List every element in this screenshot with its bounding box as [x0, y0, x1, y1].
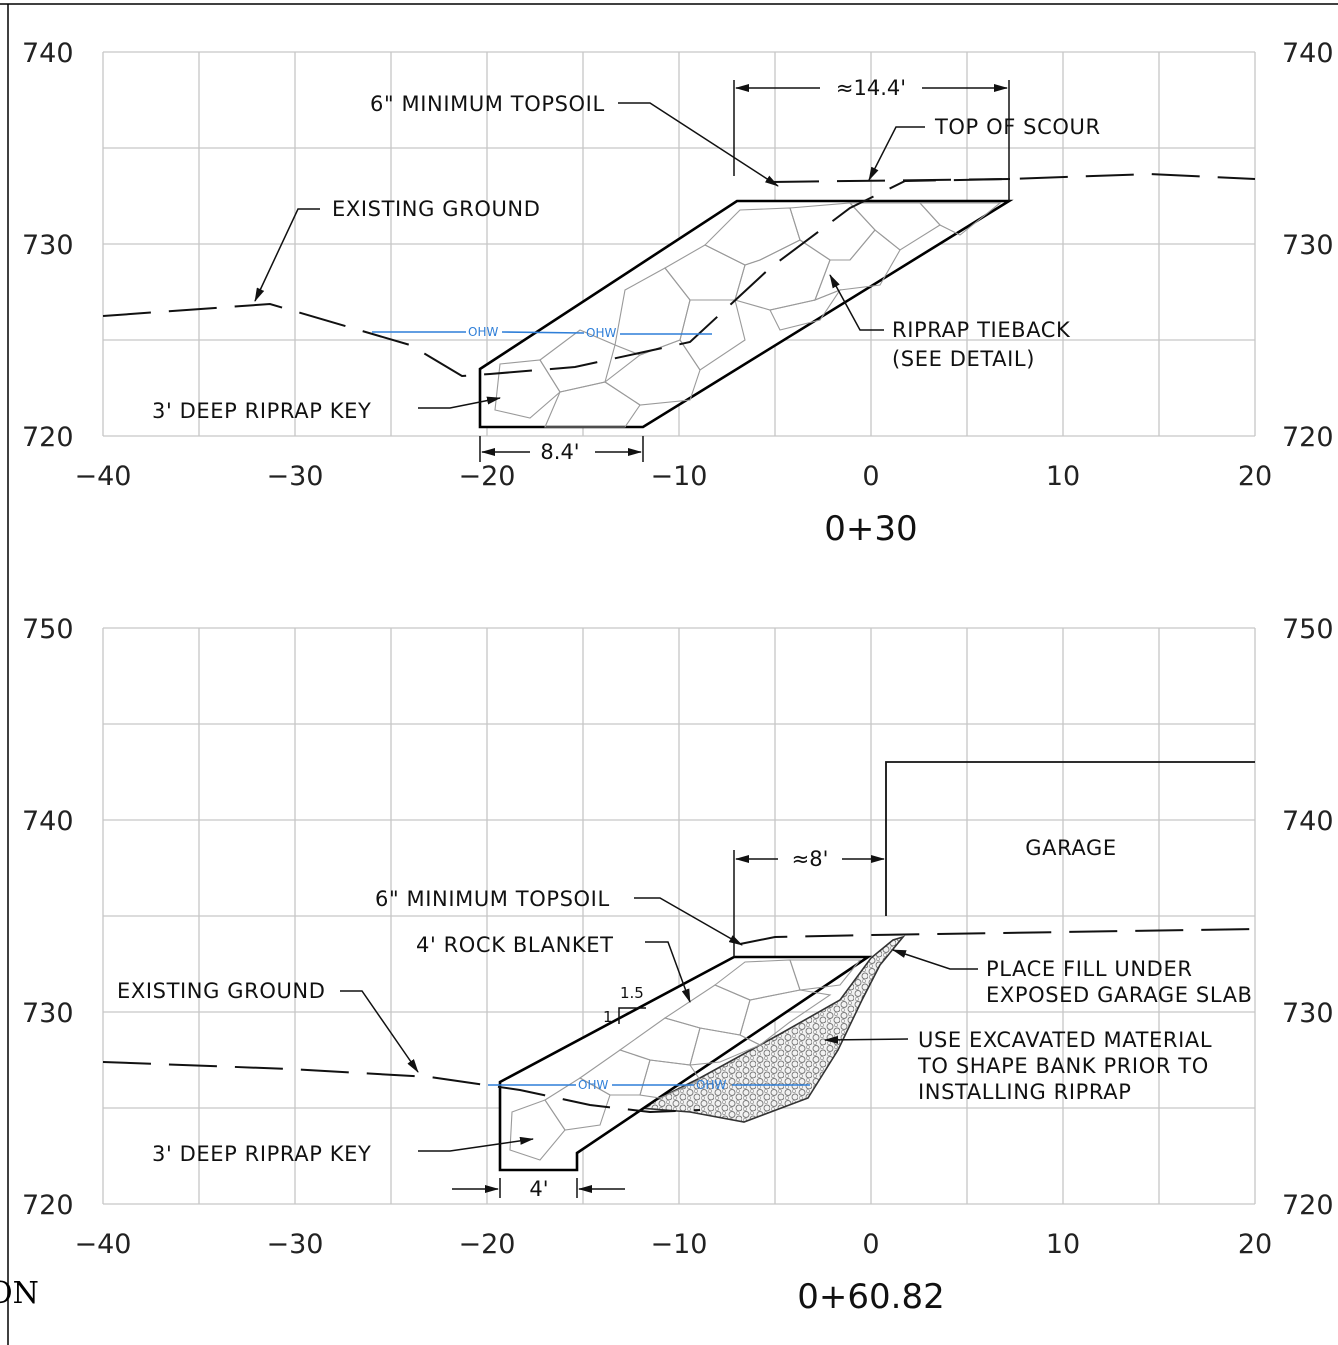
station-label: 0+30 — [824, 509, 917, 549]
slope-vertical-label: 1 — [603, 1008, 613, 1026]
x-tick-label: 10 — [1046, 461, 1080, 492]
callout-riprap-tieback: RIPRAP TIEBACK — [892, 318, 1071, 342]
y-tick-label-left: 740 — [22, 806, 74, 837]
callout-place-fill-line2: EXPOSED GARAGE SLAB — [986, 983, 1253, 1007]
station-label: 0+60.82 — [797, 1277, 944, 1317]
x-tick-label: −40 — [75, 1229, 132, 1260]
callout-existing-ground: EXISTING GROUND — [332, 197, 541, 221]
callout-excavated-material-line2: TO SHAPE BANK PRIOR TO — [917, 1054, 1209, 1078]
callout-riprap-key: 3' DEEP RIPRAP KEY — [152, 399, 371, 423]
callout-topsoil: 6" MINIMUM TOPSOIL — [370, 92, 605, 116]
leader-top-of-scour — [868, 126, 925, 181]
x-tick-label: −40 — [75, 461, 132, 492]
leader-topsoil — [618, 102, 779, 187]
y-tick-label-left: 740 — [22, 38, 74, 69]
x-tick-label: 10 — [1046, 1229, 1080, 1260]
x-tick-label: 0 — [862, 461, 879, 492]
callout-top-of-scour: TOP OF SCOUR — [934, 115, 1101, 139]
y-tick-label-left: 750 — [22, 614, 74, 645]
dimension-to-garage: ≈8' — [792, 847, 829, 871]
slope-horizontal-label: 1.5 — [620, 984, 644, 1002]
existing-ground-line — [102, 1061, 701, 1114]
y-tick-label-right: 750 — [1282, 614, 1334, 645]
x-tick-label: −30 — [267, 461, 324, 492]
leader-place-fill — [892, 949, 978, 970]
y-tick-label-left: 730 — [22, 998, 74, 1029]
callout-topsoil: 6" MINIMUM TOPSOIL — [375, 887, 610, 911]
ohw-label: OHW — [578, 1078, 608, 1092]
leader-riprap-key — [418, 396, 501, 409]
riprap-section-top — [478, 199, 1014, 429]
riprap-section-bottom — [498, 955, 873, 1172]
callout-excavated-material: USE EXCAVATED MATERIAL — [918, 1028, 1212, 1052]
leader-existing-ground — [254, 208, 320, 302]
leader-existing-ground — [340, 990, 419, 1073]
garage-outline — [885, 761, 1255, 916]
leader-topsoil — [634, 897, 743, 946]
ohw-label: OHW — [696, 1078, 726, 1092]
callout-riprap-tieback-detail: (SEE DETAIL) — [892, 347, 1035, 371]
x-tick-label: 20 — [1238, 1229, 1272, 1260]
callout-rock-blanket: 4' ROCK BLANKET — [416, 933, 614, 957]
callout-existing-ground: EXISTING GROUND — [117, 979, 326, 1003]
y-tick-label-right: 740 — [1282, 806, 1334, 837]
callout-place-fill: PLACE FILL UNDER — [986, 957, 1193, 981]
dimension-key-width: 8.4' — [540, 440, 579, 464]
ohw-label: OHW — [468, 325, 498, 339]
callout-riprap-key: 3' DEEP RIPRAP KEY — [152, 1142, 371, 1166]
x-tick-label: −30 — [267, 1229, 324, 1260]
x-tick-label: −20 — [459, 461, 516, 492]
y-tick-label-left: 730 — [22, 230, 74, 261]
ohw-line — [501, 331, 585, 334]
excavated-fill-area — [637, 935, 906, 1123]
section-0-30: 740 730 720 740 730 720 −40 −30 −20 −10 … — [22, 38, 1334, 549]
leader-riprap-tieback — [829, 274, 884, 331]
y-tick-label-left: 720 — [22, 1190, 74, 1221]
x-tick-label: −10 — [651, 461, 708, 492]
leader-excavated-material — [824, 1035, 909, 1044]
x-tick-label: 20 — [1238, 461, 1272, 492]
leader-rock-blanket — [645, 941, 691, 1003]
y-tick-label-right: 740 — [1282, 38, 1334, 69]
y-tick-label-right: 720 — [1282, 422, 1334, 453]
callout-excavated-material-line3: INSTALLING RIPRAP — [918, 1080, 1131, 1104]
top-of-scour-line — [770, 178, 1011, 183]
x-tick-label: 0 — [862, 1229, 879, 1260]
riprap-rocks — [509, 959, 862, 1161]
clipped-sheet-text: ON — [0, 1276, 39, 1311]
existing-ground-line-upper — [739, 928, 1256, 945]
leader-riprap-key — [418, 1136, 534, 1152]
ohw-label: OHW — [586, 326, 616, 340]
dimension-key-width: 4' — [529, 1177, 548, 1201]
x-tick-label: −10 — [651, 1229, 708, 1260]
section-0-60-82: 750 740 730 720 750 740 730 720 −40 −30 … — [22, 614, 1334, 1317]
x-tick-label: −20 — [459, 1229, 516, 1260]
grid-bottom — [102, 627, 1256, 1205]
y-tick-label-right: 730 — [1282, 998, 1334, 1029]
existing-ground-line — [102, 172, 1256, 378]
garage-label: GARAGE — [1025, 836, 1117, 860]
riprap-outline — [498, 955, 873, 1172]
slope-indicator — [618, 1007, 646, 1024]
dimension-top-width: ≈14.4' — [836, 76, 906, 100]
y-tick-label-right: 720 — [1282, 1190, 1334, 1221]
y-tick-label-left: 720 — [22, 422, 74, 453]
y-tick-label-right: 730 — [1282, 230, 1334, 261]
